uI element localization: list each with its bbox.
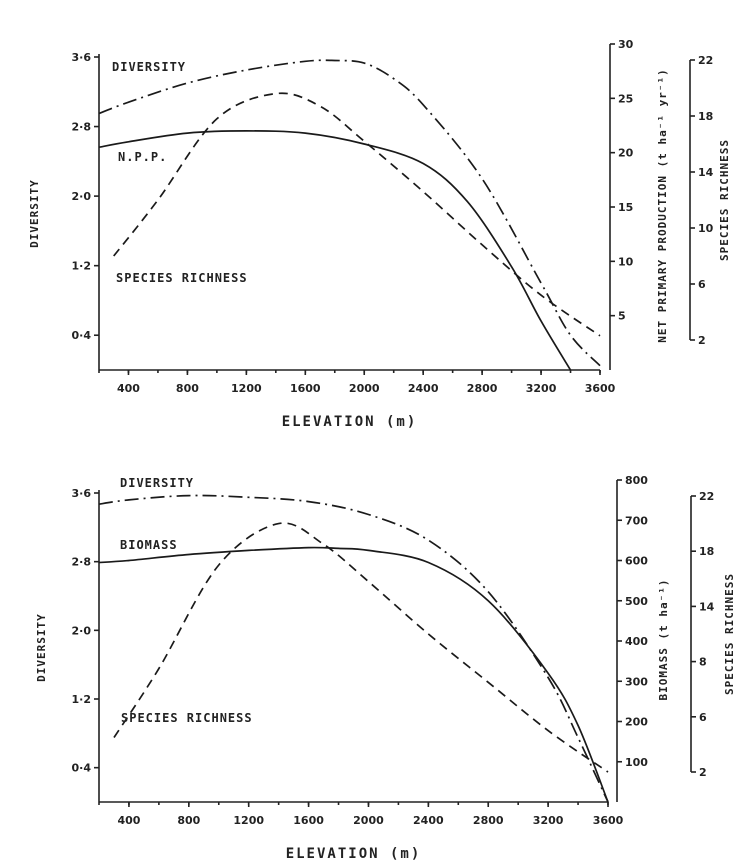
panel2-left-tick-label: 2·8 (72, 556, 92, 569)
panel2-x-tick-label: 3200 (533, 814, 564, 827)
panel1-x-tick-label: 2800 (467, 382, 498, 395)
panel1-right-tick-label: 14 (698, 166, 714, 179)
panel2-right-tick-label: 2 (699, 766, 707, 779)
panel2-left-tick-label: 1·2 (72, 693, 92, 706)
panel1-x-tick-label: 800 (176, 382, 199, 395)
panel2-right-tick-label: 22 (699, 490, 714, 503)
panel1-x-tick-label: 3600 (585, 382, 616, 395)
panel2-right-axis-label-2: SPECIES RICHNESS (723, 573, 736, 695)
panel1-series-label-species-richness: SPECIES RICHNESS (116, 271, 248, 285)
panel1-right-tick-label: 6 (698, 278, 706, 291)
panel2-x-axis-label: ELEVATION (m) (286, 846, 422, 862)
panel1-right-tick-label: 20 (618, 147, 634, 160)
panel2-right-tick-label: 100 (625, 756, 648, 769)
panel2-x-tick-label: 800 (177, 814, 200, 827)
panel1-left-tick-label: 2·8 (72, 121, 92, 134)
panel1-x-tick-label: 1600 (290, 382, 321, 395)
panel1-left-tick-label: 0·4 (72, 329, 92, 342)
panel2-left-tick-label: 0·4 (72, 762, 92, 775)
panel2-right-tick-label: 600 (625, 555, 648, 568)
panel2-left-tick-label: 2·0 (72, 624, 92, 637)
panel1-series-n-p-p- (98, 130, 572, 371)
panel2-series-biomass (98, 546, 609, 803)
panel1-series-species-richness (113, 92, 601, 337)
panel1-right-tick-label: 30 (618, 38, 634, 51)
panel2-x-tick-label: 1200 (233, 814, 264, 827)
panel2-series-label-species-richness: SPECIES RICHNESS (121, 711, 253, 725)
panel2-right-tick-label: 700 (625, 514, 648, 527)
panel1-right-tick-label: 25 (618, 92, 633, 105)
panel1-right-axis-label-1: NET PRIMARY PRODUCTION (t ha⁻¹ yr⁻¹) (656, 68, 669, 342)
panel2-left-tick-label: 3·6 (72, 487, 92, 500)
panel1-right-tick-label: 10 (698, 222, 714, 235)
panel1-x-tick-label: 1200 (231, 382, 262, 395)
panel1-right-axis-label-2: SPECIES RICHNESS (718, 139, 731, 261)
panel1-right-tick-label: 15 (618, 201, 633, 214)
panel1-x-tick-label: 2400 (408, 382, 439, 395)
panel2-x-tick-label: 2400 (413, 814, 444, 827)
panel1-x-tick-label: 2000 (349, 382, 380, 395)
panel1-series-label-n-p-p-: N.P.P. (118, 150, 167, 164)
panel1-left-axis-label: DIVERSITY (28, 179, 41, 248)
panel2-right-tick-label: 400 (625, 635, 648, 648)
panel2-x-tick-label: 1600 (293, 814, 324, 827)
panel1-right-tick-label: 22 (698, 54, 713, 67)
panel1-left-tick-label: 2·0 (72, 190, 92, 203)
panel2-right-axis-label-1: BIOMASS (t ha⁻¹) (657, 579, 670, 701)
panel1-right-tick-label: 10 (618, 255, 634, 268)
panel1-right-tick-label: 2 (698, 334, 706, 347)
panel2-x-tick-label: 3600 (593, 814, 624, 827)
panel2-right-tick-label: 300 (625, 675, 648, 688)
panel2-right-tick-label: 18 (699, 545, 714, 558)
panel2-x-tick-label: 400 (117, 814, 140, 827)
panel1-series-diversity (98, 59, 601, 367)
panel1-x-axis-label: ELEVATION (m) (282, 414, 418, 430)
panel2-right-tick-label: 200 (625, 716, 648, 729)
panel2-left-axis-label: DIVERSITY (35, 613, 48, 682)
panel2-series-diversity (98, 494, 609, 803)
panel1-x-tick-label: 3200 (526, 382, 557, 395)
panel1-left-tick-label: 3·6 (72, 51, 92, 64)
panel1-left-tick-label: 1·2 (72, 260, 92, 273)
panel2-right-tick-label: 6 (699, 711, 707, 724)
panel2-right-tick-label: 14 (699, 600, 715, 613)
panel2-right-tick-label: 800 (625, 474, 648, 487)
panel1-right-tick-label: 18 (698, 110, 713, 123)
panel1-series-label-diversity: DIVERSITY (112, 60, 186, 74)
panel2-right-tick-label: 8 (699, 656, 707, 669)
panel2-series-label-diversity: DIVERSITY (120, 476, 194, 490)
panel2-series-label-biomass: BIOMASS (120, 538, 178, 552)
panel2-x-tick-label: 2800 (473, 814, 504, 827)
panel2-x-tick-label: 2000 (353, 814, 384, 827)
panel2-series-species-richness (113, 522, 609, 773)
panel2-right-tick-label: 500 (625, 595, 648, 608)
panel1-x-tick-label: 400 (117, 382, 140, 395)
panel1-right-tick-label: 5 (618, 310, 626, 323)
